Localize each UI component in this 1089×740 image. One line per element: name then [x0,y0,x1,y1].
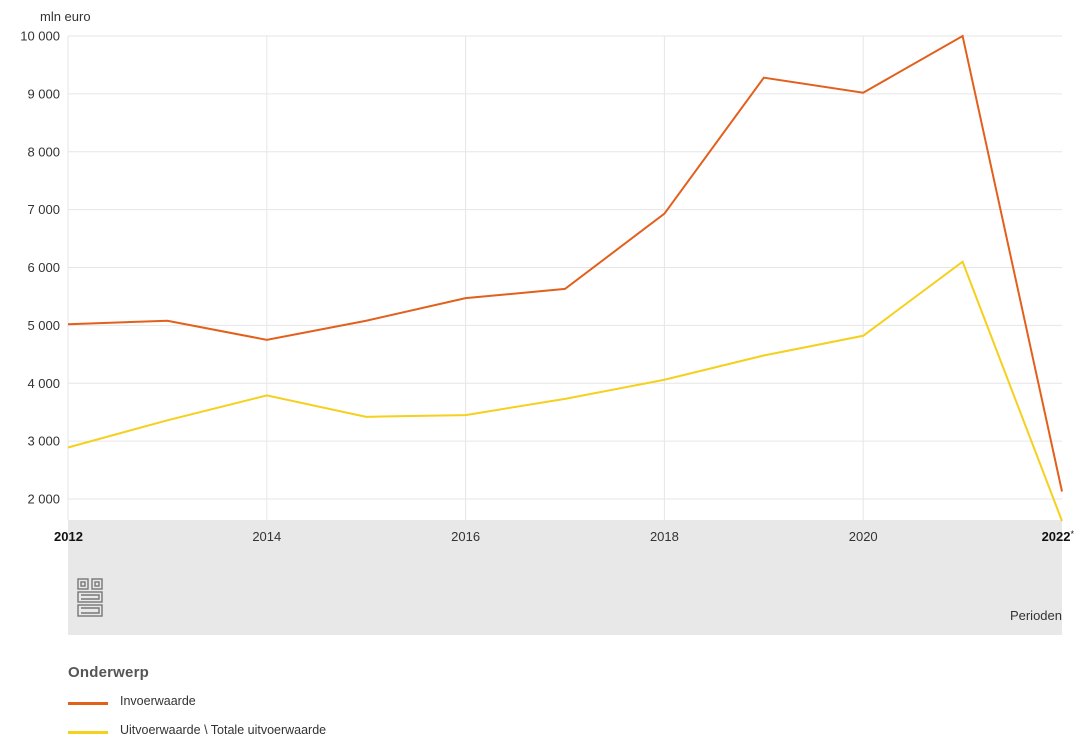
data-point[interactable] [263,336,271,344]
data-point[interactable] [163,416,171,424]
data-point[interactable] [263,391,271,399]
y-tick-label: 6 000 [27,260,60,275]
y-tick-label: 5 000 [27,318,60,333]
x-tick-label: 2020 [849,529,878,544]
x-tick-layer: 2012 2014 2016 2018 2020 2022* [54,529,1074,544]
x-tick-label: 2016 [451,529,480,544]
grid-layer [67,35,1062,520]
y-tick-label: 3 000 [27,434,60,449]
data-point[interactable] [462,294,470,302]
data-point[interactable] [859,332,867,340]
legend-label: Invoerwaarde [120,694,196,708]
y-tick-label: 4 000 [27,376,60,391]
data-point[interactable] [64,443,72,451]
legend-title: Onderwerp [68,664,149,681]
legend-swatch [68,701,108,705]
legend-item-invoerwaarde[interactable]: Invoerwaarde [68,694,196,708]
series-line-invoerwaarde[interactable] [67,34,1063,492]
series-line-uitvoerwaarde[interactable] [67,260,1063,522]
x-tick-label: 2022* [1042,529,1075,544]
legend-swatch [68,730,108,734]
data-point[interactable] [660,210,668,218]
data-point[interactable] [362,413,370,421]
data-point[interactable] [462,411,470,419]
legend-item-uitvoerwaarde[interactable]: Uitvoerwaarde \ Totale uitvoerwaarde [68,723,326,737]
x-tick-label: 2012 [54,529,83,544]
data-point[interactable] [1058,487,1066,495]
y-tick-label: 7 000 [27,202,60,217]
y-tick-label: 8 000 [27,144,60,159]
y-tick-label: 2 000 [27,492,60,507]
y-tick-label: 10 000 [20,29,60,44]
x-tick-label: 2018 [650,529,679,544]
data-point[interactable] [561,395,569,403]
data-point[interactable] [1058,517,1066,525]
legend-label: Uitvoerwaarde \ Totale uitvoerwaarde [120,723,327,737]
y-tick-layer: 2 000 3 000 4 000 5 000 6 000 7 000 8 000 9 000… [20,29,60,507]
data-point[interactable] [760,351,768,359]
data-point[interactable] [163,317,171,325]
data-point[interactable] [362,317,370,325]
data-point[interactable] [959,32,967,40]
x-tick-label: 2014 [252,529,281,544]
y-unit-label: mln euro [40,9,91,24]
cbs-logo-icon [77,578,105,623]
x-axis-band [68,520,1062,635]
x-axis-title: Perioden [1009,608,1062,623]
data-point[interactable] [760,74,768,82]
data-point[interactable] [561,285,569,293]
y-tick-label: 9 000 [27,86,60,101]
x-tick-suffix: * [1070,529,1074,539]
data-point[interactable] [660,376,668,384]
data-point[interactable] [959,258,967,266]
data-point[interactable] [859,89,867,97]
data-point[interactable] [64,320,72,328]
series-layer [64,32,1066,525]
